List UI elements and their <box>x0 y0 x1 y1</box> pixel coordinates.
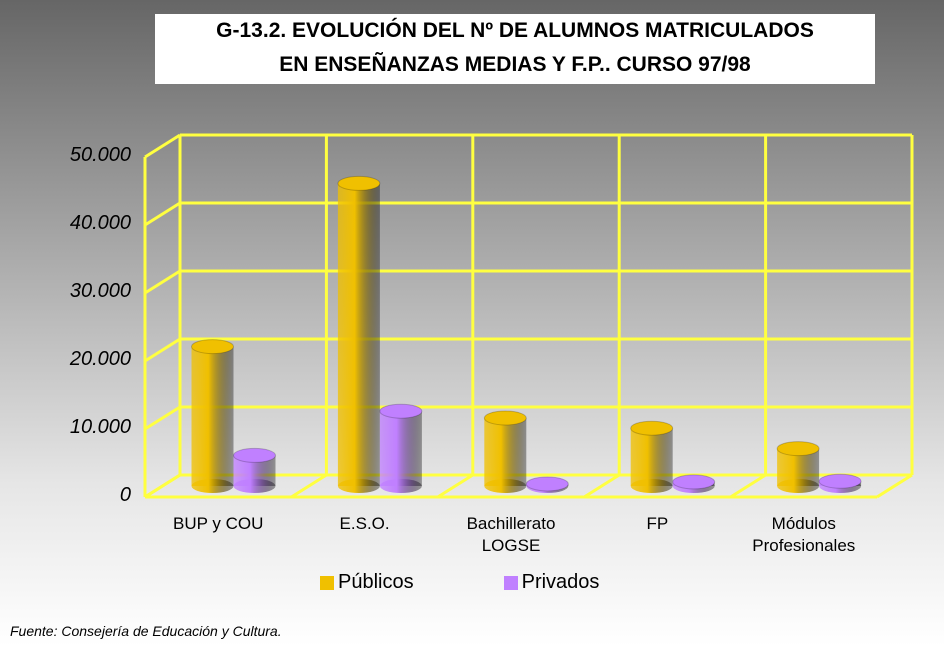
y-tick-label: 0 <box>119 484 131 506</box>
bar-top <box>630 420 674 436</box>
x-tick-label: E.S.O. <box>339 514 390 533</box>
y-tick-label: 50.000 <box>69 144 131 166</box>
x-tick-label: Bachillerato LOGSE <box>466 514 556 555</box>
floor-line <box>290 473 328 499</box>
bar-top <box>525 476 569 492</box>
bar-bottom <box>630 479 673 493</box>
grid-line <box>144 201 181 227</box>
grid-line <box>144 337 181 363</box>
chart-title: G-13.2. EVOLUCIÓN DEL Nº DE ALUMNOS MATR… <box>155 14 875 84</box>
legend-item: Públicos <box>320 571 414 594</box>
bar-top <box>483 410 527 426</box>
bar-top <box>337 175 381 191</box>
floor-line <box>583 473 620 499</box>
bar <box>818 473 862 493</box>
title-line: EN ENSEÑANZAS MEDIAS Y F.P.. CURSO 97/98 <box>279 53 751 76</box>
x-tick-label: FP <box>646 514 669 533</box>
bar-body <box>337 183 380 486</box>
bar <box>233 447 276 493</box>
bar <box>191 339 234 493</box>
bar-top <box>672 474 716 490</box>
legend-swatch <box>503 575 518 590</box>
title-line: G-13.2. EVOLUCIÓN DEL Nº DE ALUMNOS MATR… <box>216 19 814 42</box>
bar-body <box>379 411 422 486</box>
y-tick-label: 30.000 <box>69 280 131 302</box>
legend: Públicos Privados <box>320 571 599 594</box>
bar-body <box>191 346 234 486</box>
x-tick-label: BUP y COU <box>173 514 264 533</box>
y-tick-label: 10.000 <box>69 416 131 438</box>
bar <box>525 476 569 493</box>
source-note: Fuente: Consejería de Educación y Cultur… <box>10 623 282 639</box>
legend-label: Públicos <box>338 571 414 593</box>
floor-line <box>729 473 767 499</box>
bar-bottom <box>484 479 527 493</box>
bar-top <box>233 447 276 463</box>
bar-bottom <box>379 479 422 493</box>
bar-top <box>818 473 862 489</box>
bar-bottom <box>233 479 276 493</box>
legend-swatch <box>320 575 334 590</box>
legend-item: Privados <box>503 571 600 594</box>
floor-line <box>144 473 181 499</box>
x-tick-label: Módulos Profesionales <box>752 514 856 555</box>
bar <box>337 175 381 493</box>
legend-label: Privados <box>521 571 600 593</box>
bar <box>630 420 674 493</box>
bar-bottom <box>777 479 820 493</box>
bar-top <box>191 339 234 355</box>
bar <box>672 474 716 493</box>
bar-bottom <box>337 479 380 493</box>
bar <box>776 441 820 493</box>
floor-line <box>876 473 913 499</box>
bar-top <box>776 441 820 457</box>
bar-bottom <box>191 479 234 493</box>
bar-top <box>379 403 423 419</box>
bar-body <box>484 418 527 486</box>
grid-line <box>144 133 181 159</box>
floor-line <box>437 473 474 499</box>
grid-line <box>144 269 181 295</box>
bar <box>379 403 423 493</box>
y-tick-label: 40.000 <box>69 212 131 234</box>
grid-line <box>144 405 181 431</box>
y-tick-label: 20.000 <box>69 348 131 370</box>
bar-body <box>630 428 673 486</box>
bar <box>483 410 527 493</box>
